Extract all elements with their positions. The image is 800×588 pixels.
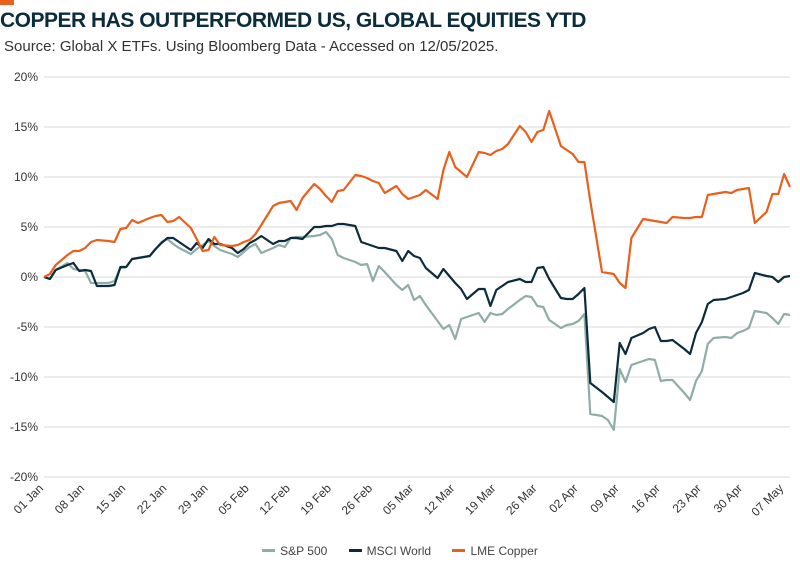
chart-subtitle: Source: Global X ETFs. Using Bloomberg D… — [4, 38, 499, 55]
x-tick-label: 30 Apr — [711, 481, 745, 515]
x-tick-label: 05 Mar — [380, 481, 416, 517]
y-tick-label: 0% — [21, 270, 39, 284]
series-line-s-p-500 — [43, 230, 791, 432]
legend-swatch-sp500 — [262, 549, 276, 552]
x-tick-label: 19 Mar — [462, 481, 498, 517]
x-tick-label: 26 Feb — [339, 481, 376, 518]
legend-label-msci-world: MSCI World — [366, 543, 432, 558]
x-tick-label: 19 Feb — [298, 481, 335, 518]
legend: S&P 500 MSCI World LME Copper — [0, 541, 800, 558]
series-line-msci-world — [43, 222, 791, 404]
y-tick-label: -5% — [17, 320, 39, 334]
x-tick-label: 23 Apr — [670, 481, 704, 515]
x-tick-label: 15 Jan — [93, 481, 128, 516]
x-tick-label: 05 Feb — [215, 481, 252, 518]
x-tick-label: 29 Jan — [175, 481, 210, 516]
y-tick-label: 15% — [14, 120, 38, 134]
legend-label-sp500: S&P 500 — [280, 543, 328, 558]
x-tick-label: 22 Jan — [134, 481, 169, 516]
y-tick-label: -20% — [10, 470, 38, 484]
series-lines — [43, 109, 792, 432]
grid-lines — [44, 76, 790, 478]
y-tick-label: 10% — [14, 170, 38, 184]
x-tick-label: 02 Apr — [546, 481, 580, 515]
x-tick-label: 07 May — [749, 481, 787, 519]
legend-swatch-lme-copper — [452, 549, 466, 552]
series-line-lme-copper — [43, 109, 792, 290]
y-tick-label: 5% — [21, 220, 39, 234]
x-axis-tick-labels: 01 Jan 08 Jan 15 Jan 22 Jan 29 Jan 05 Feb 12 F… — [11, 481, 787, 519]
legend-item-sp500: S&P 500 — [262, 544, 327, 558]
x-tick-label: 08 Jan — [52, 481, 87, 516]
legend-label-lme-copper: LME Copper — [470, 543, 538, 558]
y-tick-label: -15% — [10, 420, 38, 434]
x-tick-label: 26 Mar — [503, 481, 539, 517]
x-tick-label: 09 Apr — [587, 481, 621, 515]
x-tick-label: 01 Jan — [11, 481, 46, 516]
y-tick-label: 20% — [14, 70, 38, 84]
y-tick-label: -10% — [10, 370, 38, 384]
legend-item-lme-copper: LME Copper — [452, 543, 538, 558]
legend-swatch-msci-world — [348, 549, 362, 552]
x-tick-label: 12 Mar — [421, 481, 457, 517]
chart-title: COPPER HAS OUTPERFORMED US, GLOBAL EQUIT… — [0, 9, 586, 32]
legend-item-msci-world: MSCI World — [348, 543, 432, 558]
x-tick-label: 16 Apr — [628, 481, 662, 515]
y-axis-tick-labels: 20% 15% 10% 5% 0% -5% -10% -15% -20% — [10, 70, 38, 484]
accent-bar — [0, 0, 14, 5]
x-tick-label: 12 Feb — [257, 481, 294, 518]
